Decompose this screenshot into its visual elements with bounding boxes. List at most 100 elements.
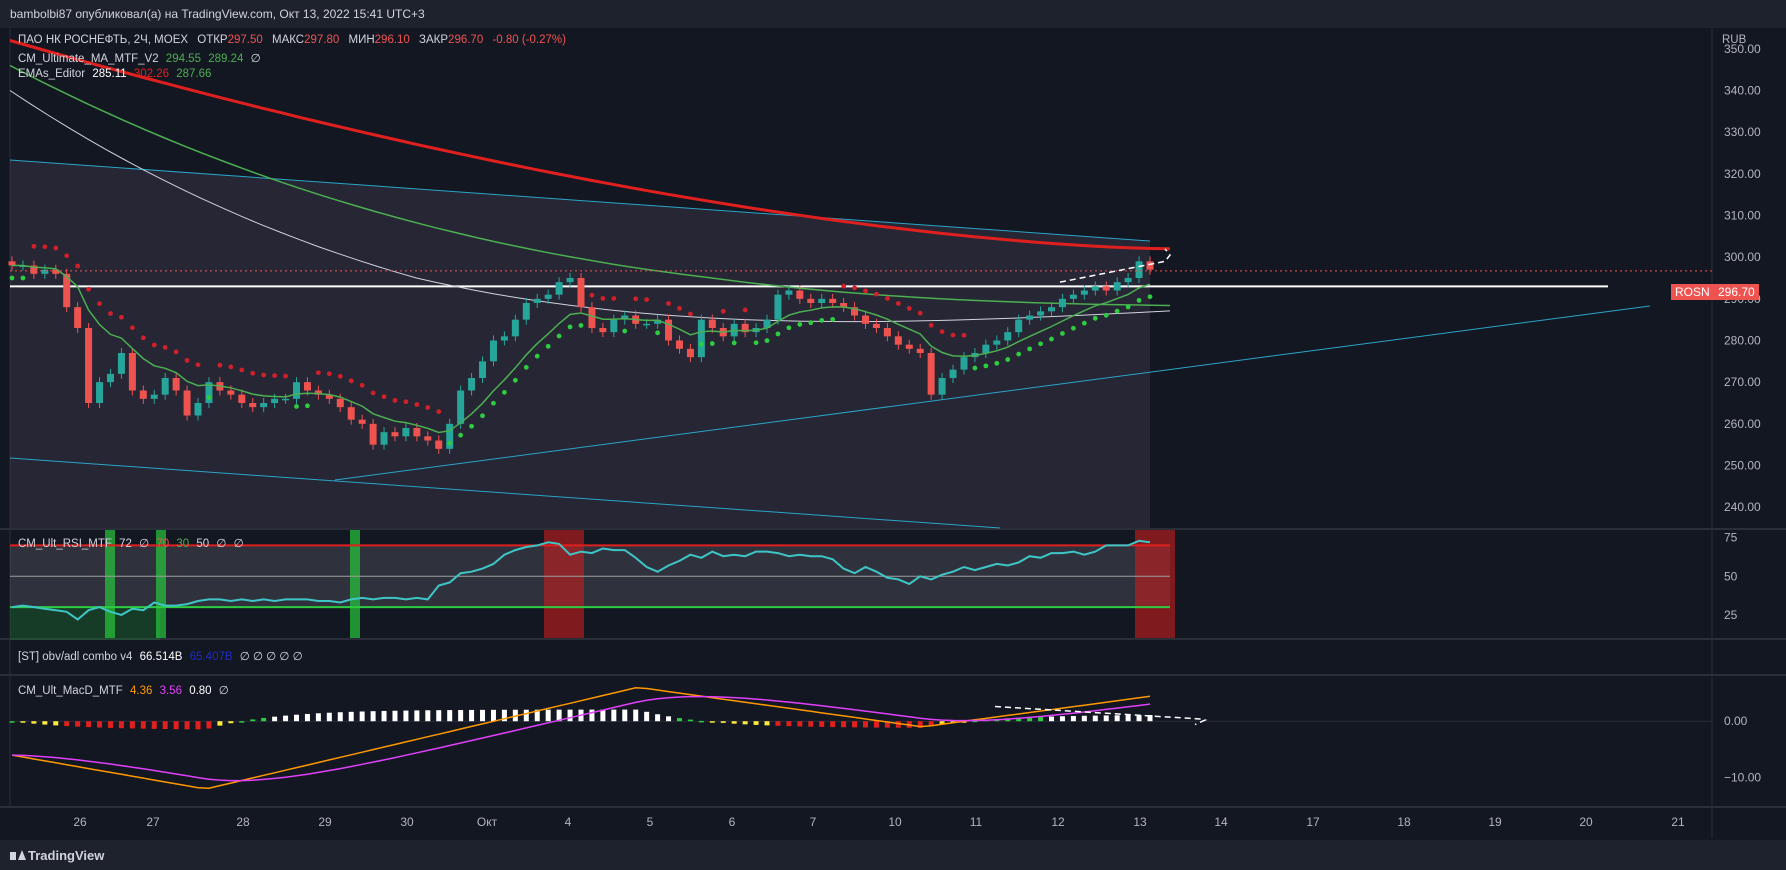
candle-body (599, 328, 607, 333)
trailing-stop-dot (1103, 312, 1109, 318)
candle-body (117, 353, 125, 374)
candle-body (960, 357, 968, 370)
macd-hist-bar (458, 709, 464, 722)
macd-hist-bar (797, 721, 803, 727)
trailing-stop-dot (403, 399, 409, 405)
candle-body (993, 340, 1001, 345)
trailing-stop-dot (786, 325, 792, 331)
obv-rest: ∅ ∅ ∅ ∅ ∅ (239, 651, 303, 663)
trailing-stop-dot (392, 398, 398, 403)
trailing-stop-dot (1016, 351, 1022, 357)
macd-hist-bar (1092, 715, 1098, 722)
time-tick-label: 19 (1488, 815, 1502, 829)
trailing-stop-dots (9, 243, 1153, 446)
macd-hist-bar (819, 721, 825, 727)
trailing-stop-dot (1147, 294, 1153, 300)
candle-body (293, 382, 300, 399)
price-tick-label: 280.00 (1724, 334, 1761, 348)
macd-hist-bar (348, 711, 354, 722)
time-tick-label: 17 (1306, 815, 1320, 829)
trailing-stop-dot (1049, 336, 1054, 342)
candle-body (194, 403, 202, 416)
macd-v3: 0.80 (189, 685, 212, 697)
trailing-stop-dot (1092, 315, 1098, 321)
macd-hist-bar (64, 721, 70, 727)
macd-hist-bar (272, 716, 278, 722)
trailing-stop-dot (173, 349, 179, 355)
candle-body (840, 303, 848, 308)
ma-legend: CM_Ultimate_MA_MTF_V2 294.55 289.24 ∅ (18, 51, 261, 65)
macd-hist-bar (1114, 715, 1120, 722)
time-tick-label: 20 (1579, 815, 1593, 829)
trailing-stop-dot (972, 365, 978, 371)
time-tick-label: 11 (970, 815, 983, 829)
rsi-oversold-bar (350, 530, 360, 638)
candle-body (325, 394, 333, 399)
macd-hist-bar (250, 719, 256, 722)
candle-body (249, 403, 257, 408)
channel-fill (10, 160, 1150, 528)
macd-hist-bar (480, 709, 486, 722)
obv-legend: [ST] obv/adl combo v4 66.514B 65.407B ∅ … (18, 649, 303, 663)
trailing-stop-dot (42, 244, 48, 250)
currency-label: RUB (1722, 34, 1746, 46)
candle-body (380, 432, 388, 445)
macd-hist-bar (600, 709, 606, 722)
rsi-v4: 30 (176, 538, 190, 550)
trailing-stop-dot (852, 285, 857, 291)
macd-hist-bar (359, 711, 365, 722)
chart-canvas[interactable]: 350.00340.00330.00320.00310.00300.00290.… (0, 0, 1786, 840)
macd-hist-bar (830, 721, 836, 728)
rsi-legend: CM_Ult_RSI_MTF 72 ∅ 70 30 50 ∅ ∅ (18, 536, 244, 550)
macd-hist-bar (709, 721, 715, 723)
trailing-stop-dot (644, 297, 650, 303)
time-tick-label: 29 (318, 815, 332, 829)
trailing-stop-dot (1114, 308, 1120, 314)
ticker-text: ROSN (1675, 285, 1710, 299)
candle-body (52, 269, 60, 274)
trailing-stop-dot (720, 308, 726, 314)
trailing-stop-dot (512, 377, 518, 383)
macd-hist-bar (687, 719, 693, 722)
trailing-stop-dot (884, 296, 890, 301)
macd-hist-bar (808, 721, 814, 727)
macd-hist-bar (162, 721, 168, 730)
candle-body (424, 436, 432, 441)
macd-hist-bar (184, 721, 190, 730)
rsi-v5: 50 (196, 538, 210, 550)
rsi-v7: ∅ (233, 538, 244, 550)
tradingview-logo[interactable]: TradingView (10, 848, 104, 863)
candle-body (489, 340, 497, 362)
candle-body (511, 319, 519, 337)
high-label: МАКС (271, 34, 305, 46)
trailing-stop-dot (764, 338, 770, 344)
candle-body (271, 398, 279, 403)
macd-hist-bar (567, 709, 573, 722)
trailing-stop-dot (622, 328, 628, 334)
macd-hist-bar (414, 710, 420, 722)
trailing-stop-dot (1038, 341, 1043, 347)
trailing-stop-dot (688, 311, 693, 317)
trailing-stop-dot (1071, 325, 1076, 331)
trailing-stop-dot (556, 333, 562, 339)
ma-v2: 289.24 (208, 53, 244, 65)
candle-body (1026, 315, 1034, 320)
candle-body (675, 340, 683, 349)
candle-body (172, 378, 180, 391)
candle-body (1069, 294, 1077, 299)
macd-hist-bar (107, 721, 113, 728)
last-price-text: 296.70 (1718, 285, 1755, 299)
candle-body (851, 307, 859, 316)
candle-body (85, 328, 93, 403)
trailing-stop-dot (20, 275, 26, 281)
ma-name: CM_Ultimate_MA_MTF_V2 (18, 53, 159, 65)
time-tick-label: 18 (1397, 815, 1411, 829)
macd-hist-bar (283, 715, 289, 722)
price-tick-label: 260.00 (1724, 417, 1761, 431)
low-value: 296.10 (374, 34, 410, 46)
time-tick-label: Окт (477, 815, 498, 829)
candle-body (468, 378, 476, 391)
candle-body (697, 319, 705, 358)
candle-body (916, 348, 924, 353)
candle-body (1091, 286, 1099, 291)
